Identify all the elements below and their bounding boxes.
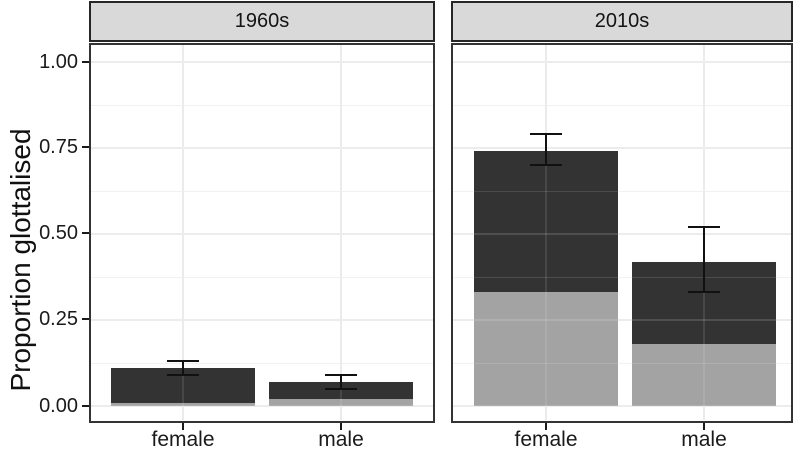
gridline-minor-h — [91, 105, 433, 106]
gridline-major-h — [91, 233, 433, 235]
gridline-minor-h — [453, 363, 791, 364]
y-tick-mark — [82, 318, 89, 320]
gridline-overlay-v — [545, 45, 547, 420]
gridline-overlay-major-h — [91, 61, 433, 63]
gridline-overlay-minor-h — [91, 191, 433, 192]
gridline-overlay-minor-h — [91, 363, 433, 364]
errorbar-cap-top-2010s-female — [530, 133, 562, 135]
y-tick-mark — [82, 146, 89, 148]
facet-strip-label: 1960s — [234, 10, 290, 32]
facet-strip-1960s: 1960s — [89, 1, 435, 42]
facet-panel-1960s — [89, 43, 435, 423]
bar-light-2010s-female — [474, 292, 618, 406]
bar-light-2010s-male — [632, 344, 776, 406]
gridline-major-h — [91, 405, 433, 407]
errorbar-line-2010s-male — [703, 227, 705, 292]
errorbar-cap-top-2010s-male — [688, 226, 720, 228]
gridline-minor-h — [91, 191, 433, 192]
gridline-overlay-minor-h — [91, 277, 433, 278]
x-label-1960s-female: female — [151, 428, 215, 451]
facet-strip-2010s: 2010s — [451, 1, 793, 42]
gridline-major-h — [453, 319, 791, 321]
errorbar-cap-top-1960s-female — [167, 360, 199, 362]
gridline-overlay-major-h — [91, 405, 433, 407]
gridline-overlay-major-h — [453, 61, 791, 63]
errorbar-cap-top-1960s-male — [325, 374, 357, 376]
gridline-major-h — [453, 405, 791, 407]
facet-panel-2010s — [451, 43, 793, 423]
errorbar-cap-bottom-1960s-male — [325, 388, 357, 390]
gridline-major-h — [91, 319, 433, 321]
errorbar-line-2010s-female — [545, 134, 547, 165]
gridline-major-v — [182, 45, 184, 420]
gridline-major-v — [340, 45, 342, 420]
gridline-minor-h — [453, 277, 791, 278]
y-tick-mark — [82, 405, 89, 407]
gridline-overlay-minor-h — [453, 277, 791, 278]
gridline-overlay-major-h — [453, 319, 791, 321]
errorbar-line-1960s-male — [340, 375, 342, 389]
gridline-overlay-minor-h — [453, 363, 791, 364]
gridline-minor-h — [91, 363, 433, 364]
gridline-minor-h — [91, 277, 433, 278]
y-tick-mark — [82, 61, 89, 63]
x-label-2010s-male: male — [681, 428, 727, 451]
y-tick-label-0.00: 0.00 — [39, 395, 78, 417]
gridline-overlay-major-h — [453, 405, 791, 407]
bar-light-1960s-female — [111, 403, 255, 406]
y-tick-mark — [82, 232, 89, 234]
x-tick-mark — [703, 423, 705, 430]
facet-strip-label: 2010s — [594, 10, 650, 32]
gridline-overlay-major-h — [91, 147, 433, 149]
bar-light-1960s-male — [269, 399, 413, 406]
gridline-overlay-v — [340, 45, 342, 420]
x-tick-mark — [545, 423, 547, 430]
gridline-major-h — [453, 233, 791, 235]
gridline-overlay-minor-h — [91, 105, 433, 106]
gridline-overlay-minor-h — [453, 191, 791, 192]
gridline-overlay-minor-h — [453, 105, 791, 106]
errorbar-cap-bottom-2010s-male — [688, 291, 720, 293]
errorbar-cap-bottom-1960s-female — [167, 374, 199, 376]
gridline-overlay-major-h — [91, 233, 433, 235]
y-axis-title: Proportion glottalised — [5, 128, 36, 392]
gridline-minor-h — [453, 191, 791, 192]
gridline-major-h — [91, 61, 433, 63]
gridline-overlay-v — [182, 45, 184, 420]
gridline-minor-h — [453, 105, 791, 106]
gridline-major-h — [453, 147, 791, 149]
errorbar-line-1960s-female — [182, 361, 184, 375]
x-tick-mark — [340, 423, 342, 430]
errorbar-cap-bottom-2010s-female — [530, 164, 562, 166]
gridline-major-h — [453, 61, 791, 63]
y-tick-label-0.75: 0.75 — [39, 136, 78, 158]
gridline-major-h — [91, 147, 433, 149]
gridline-overlay-major-h — [91, 319, 433, 321]
y-tick-label-0.50: 0.50 — [39, 222, 78, 244]
x-tick-mark — [182, 423, 184, 430]
y-tick-label-1.00: 1.00 — [39, 51, 78, 73]
gridline-overlay-major-h — [453, 233, 791, 235]
gridline-overlay-major-h — [453, 147, 791, 149]
y-tick-label-0.25: 0.25 — [39, 308, 78, 330]
x-label-1960s-male: male — [318, 428, 364, 451]
x-label-2010s-female: female — [514, 428, 578, 451]
